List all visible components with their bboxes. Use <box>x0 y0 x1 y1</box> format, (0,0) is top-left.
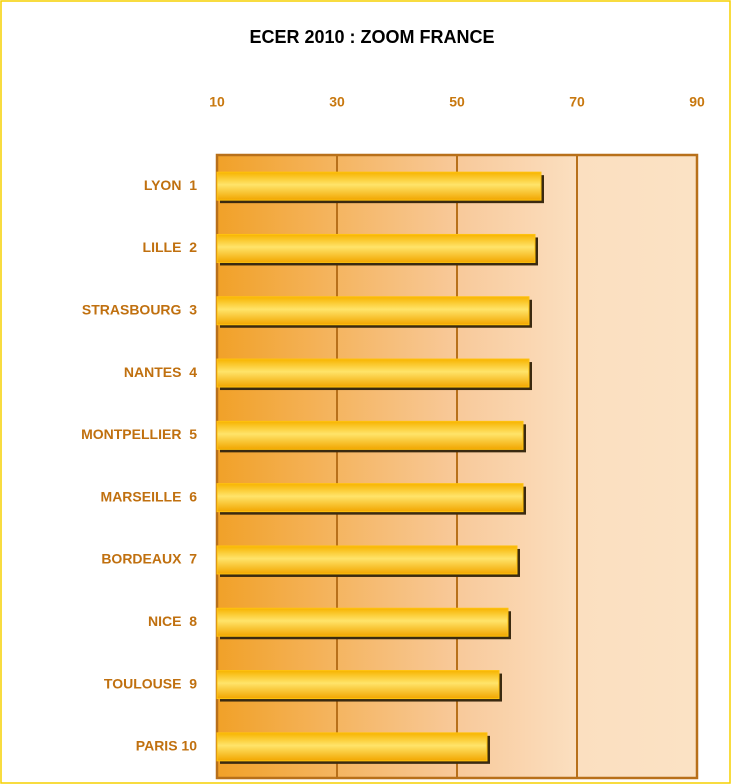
bar <box>216 296 530 326</box>
x-tick-label: 90 <box>689 94 705 110</box>
bar <box>216 358 530 388</box>
x-tick-label: 30 <box>329 94 345 110</box>
bar <box>216 670 500 700</box>
y-tick-label: BORDEAUX 7 <box>101 551 197 567</box>
x-tick-label: 50 <box>449 94 465 110</box>
plot-border <box>215 153 699 780</box>
y-tick-label: TOULOUSE 9 <box>104 675 197 691</box>
bar <box>216 171 542 201</box>
y-tick-label: PARIS 10 <box>136 738 197 754</box>
bar <box>216 545 518 575</box>
y-tick-label: LYON 1 <box>144 177 197 193</box>
chart-title: ECER 2010 : ZOOM FRANCE <box>249 27 494 47</box>
x-tick-label: 10 <box>209 94 225 110</box>
bar <box>216 607 509 637</box>
bar <box>216 420 524 450</box>
y-tick-label: MONTPELLIER 5 <box>81 426 197 442</box>
y-tick-label: NANTES 4 <box>124 364 197 380</box>
y-tick-label: NICE 8 <box>148 613 197 629</box>
x-tick-label: 70 <box>569 94 585 110</box>
y-tick-label: MARSEILLE 6 <box>101 488 198 504</box>
y-tick-label: STRASBOURG 3 <box>82 301 197 317</box>
y-tick-label: LILLE 2 <box>143 239 198 255</box>
bar <box>216 732 488 762</box>
bar <box>216 483 524 513</box>
bar <box>216 233 536 263</box>
